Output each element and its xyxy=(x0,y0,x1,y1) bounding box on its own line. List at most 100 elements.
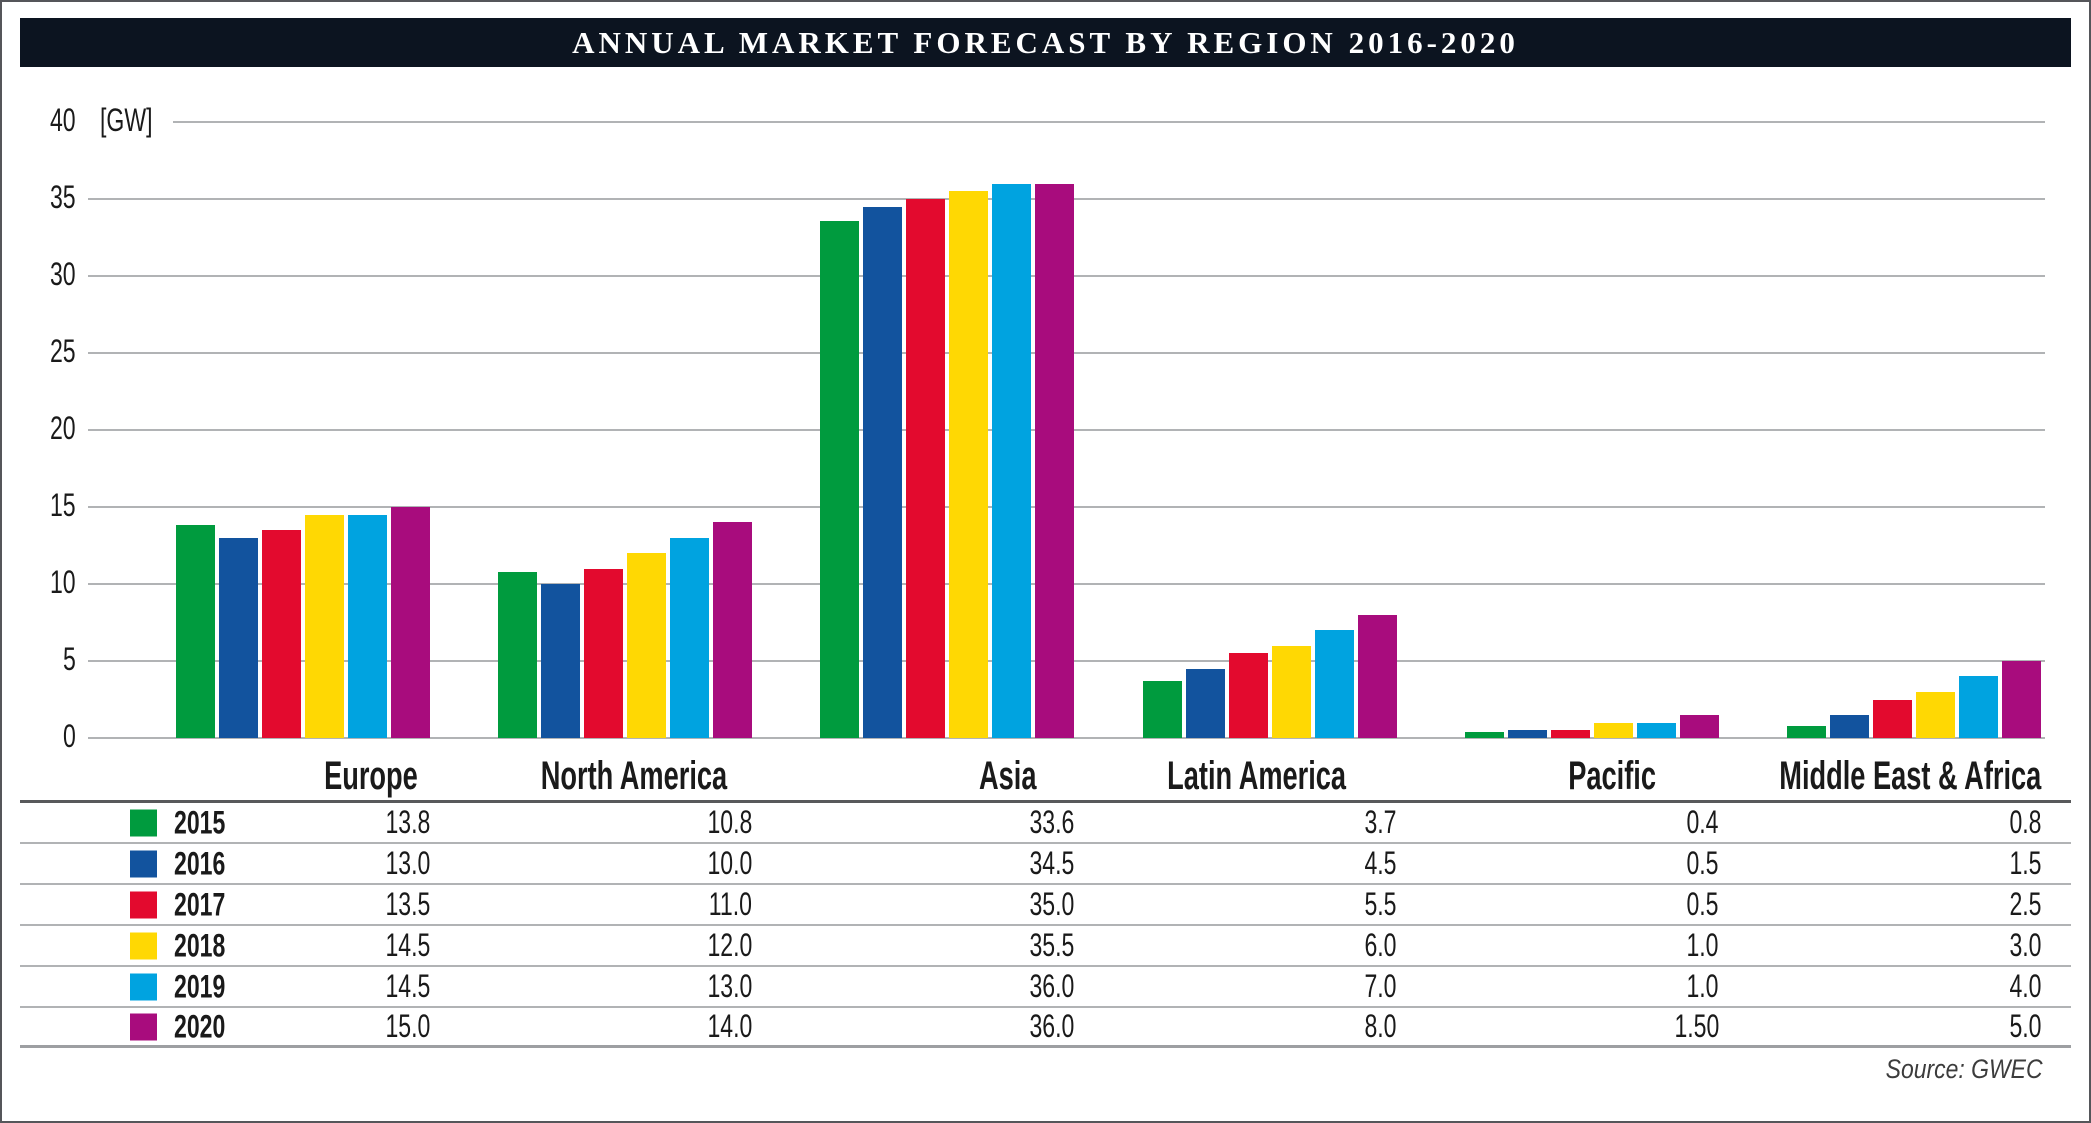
y-tick-value: 15 xyxy=(50,487,76,524)
legend-entry-2015: 2015 xyxy=(130,804,245,841)
legend-swatch-2020 xyxy=(130,1013,157,1040)
value-cell-2017-pacific: 0.5 xyxy=(1397,886,1719,923)
legend-year-label: 2020 xyxy=(174,1008,226,1044)
bar-group-north-america xyxy=(430,122,753,738)
value-text: 6.0 xyxy=(1364,927,1397,963)
column-header-label: Middle East & Africa xyxy=(1779,754,2041,798)
y-tick-label-40: 40 xyxy=(20,102,76,139)
y-tick-value: 40 xyxy=(50,102,76,139)
bar-2017-latin-america xyxy=(1228,653,1268,738)
value-cell-2017-asia: 35.0 xyxy=(752,886,1075,923)
value-cell-2019-middle-east-africa: 4.0 xyxy=(1719,968,2041,1005)
legend-swatch-2019 xyxy=(130,973,157,1000)
bar-2018-asia xyxy=(949,191,989,738)
data-table-body: 2015 13.8 10.8 33.6 3.7 0.4 0.8 2016 13.0 10.0 34.… xyxy=(2,803,2089,1048)
value-cell-2019-pacific: 1.0 xyxy=(1397,968,1719,1005)
value-text: 13.8 xyxy=(385,804,431,840)
bar-2018-north-america xyxy=(627,553,667,738)
bar-group-pacific xyxy=(1397,122,1719,738)
y-tick-value: 5 xyxy=(63,641,76,678)
bar-2016-middle-east-africa xyxy=(1829,714,1869,738)
value-text: 14.0 xyxy=(707,1008,753,1044)
legend-swatch-2015 xyxy=(130,809,157,836)
bar-2018-pacific xyxy=(1593,722,1633,738)
value-cell-2020-latin-america: 8.0 xyxy=(1074,1008,1397,1045)
y-tick-value: 25 xyxy=(50,333,76,370)
bar-2016-north-america xyxy=(541,584,581,738)
value-cell-2015-latin-america: 3.7 xyxy=(1074,804,1397,841)
value-cell-2015-middle-east-africa: 0.8 xyxy=(1719,804,2041,841)
value-text: 1.0 xyxy=(1686,927,1719,963)
value-cell-2018-middle-east-africa: 3.0 xyxy=(1719,927,2041,964)
bar-2016-europe xyxy=(219,537,259,738)
value-text: 3.0 xyxy=(2008,927,2041,963)
table-row-2015: 2015 13.8 10.8 33.6 3.7 0.4 0.8 xyxy=(20,803,2071,844)
y-tick-value: 35 xyxy=(50,179,76,216)
value-text: 3.7 xyxy=(1364,804,1397,840)
source-row: Source: GWEC xyxy=(20,1048,2071,1090)
y-tick-label-10: 10 xyxy=(20,564,76,601)
column-header-latin-america: Latin America xyxy=(1037,756,1346,800)
gridline-0 xyxy=(88,737,2045,739)
table-header-row: Europe North America Asia Latin America Paci… xyxy=(20,738,2071,803)
value-cell-2017-north-america: 11.0 xyxy=(430,886,752,923)
value-text: 36.0 xyxy=(1029,1008,1075,1044)
legend-swatch-2017 xyxy=(130,891,157,918)
legend-year-label: 2016 xyxy=(174,845,226,881)
plot-area: 40 35 30 25 20 15 10 5 0 [GW] xyxy=(20,102,2071,754)
value-text: 10.0 xyxy=(707,845,753,881)
value-text: 0.4 xyxy=(1686,804,1719,840)
value-text: 36.0 xyxy=(1029,968,1075,1004)
column-header-label: Europe xyxy=(323,754,418,798)
value-cell-2016-pacific: 0.5 xyxy=(1397,845,1719,882)
table-row-2016: 2016 13.0 10.0 34.5 4.5 0.5 1.5 xyxy=(20,844,2071,885)
column-header-middle-east-africa: Middle East & Africa xyxy=(1656,756,2041,800)
value-cell-2016-middle-east-africa: 1.5 xyxy=(1719,845,2041,882)
legend-entry-2018: 2018 xyxy=(130,927,245,964)
value-text: 4.0 xyxy=(2008,968,2041,1004)
value-text: 5.0 xyxy=(2008,1008,2041,1044)
y-tick-label-20: 20 xyxy=(20,410,76,447)
y-tick-label-30: 30 xyxy=(20,256,76,293)
value-text: 0.5 xyxy=(1686,886,1719,922)
gridline-40 xyxy=(145,121,2045,123)
value-cell-2016-north-america: 10.0 xyxy=(430,845,752,882)
chart-title-bar: ANNUAL MARKET FORECAST BY REGION 2016-20… xyxy=(20,18,2071,67)
value-cell-2020-asia: 36.0 xyxy=(752,1008,1075,1045)
legend-swatch-2018 xyxy=(130,932,157,959)
bar-2017-europe xyxy=(262,530,302,738)
value-cell-2018-latin-america: 6.0 xyxy=(1074,927,1397,964)
legend-year-label: 2019 xyxy=(174,968,226,1004)
bar-2015-north-america xyxy=(498,571,538,738)
value-cell-2018-pacific: 1.0 xyxy=(1397,927,1719,964)
value-text: 0.8 xyxy=(2008,804,2041,840)
legend-entry-2016: 2016 xyxy=(130,845,245,882)
y-axis-unit-label: [GW] xyxy=(100,102,173,140)
bar-2017-asia xyxy=(906,199,946,738)
value-text: 33.6 xyxy=(1029,804,1075,840)
value-text: 13.5 xyxy=(385,886,431,922)
value-text: 5.5 xyxy=(1364,886,1397,922)
column-header-label: Asia xyxy=(979,754,1037,798)
value-text: 35.5 xyxy=(1029,927,1075,963)
column-header-label: North America xyxy=(540,754,728,798)
value-text: 4.5 xyxy=(1364,845,1397,881)
bar-group-europe xyxy=(108,122,431,738)
value-cell-2017-europe: 13.5 xyxy=(108,886,430,923)
bar-series-area xyxy=(20,122,2071,738)
value-cell-2017-middle-east-africa: 2.5 xyxy=(1719,886,2041,923)
value-cell-2015-north-america: 10.8 xyxy=(430,804,752,841)
y-tick-label-15: 15 xyxy=(20,487,76,524)
value-cell-2017-latin-america: 5.5 xyxy=(1074,886,1397,923)
legend-entry-2020: 2020 xyxy=(130,1008,245,1045)
bar-2020-latin-america xyxy=(1357,614,1397,738)
bar-2020-europe xyxy=(391,507,431,738)
value-cell-2016-europe: 13.0 xyxy=(108,845,430,882)
bar-2019-europe xyxy=(348,514,388,738)
value-text: 13.0 xyxy=(707,968,753,1004)
value-text: 1.0 xyxy=(1686,968,1719,1004)
value-cell-2015-pacific: 0.4 xyxy=(1397,804,1719,841)
value-text: 12.0 xyxy=(707,927,753,963)
y-tick-value: 0 xyxy=(63,718,76,755)
legend-swatch-2016 xyxy=(130,850,157,877)
